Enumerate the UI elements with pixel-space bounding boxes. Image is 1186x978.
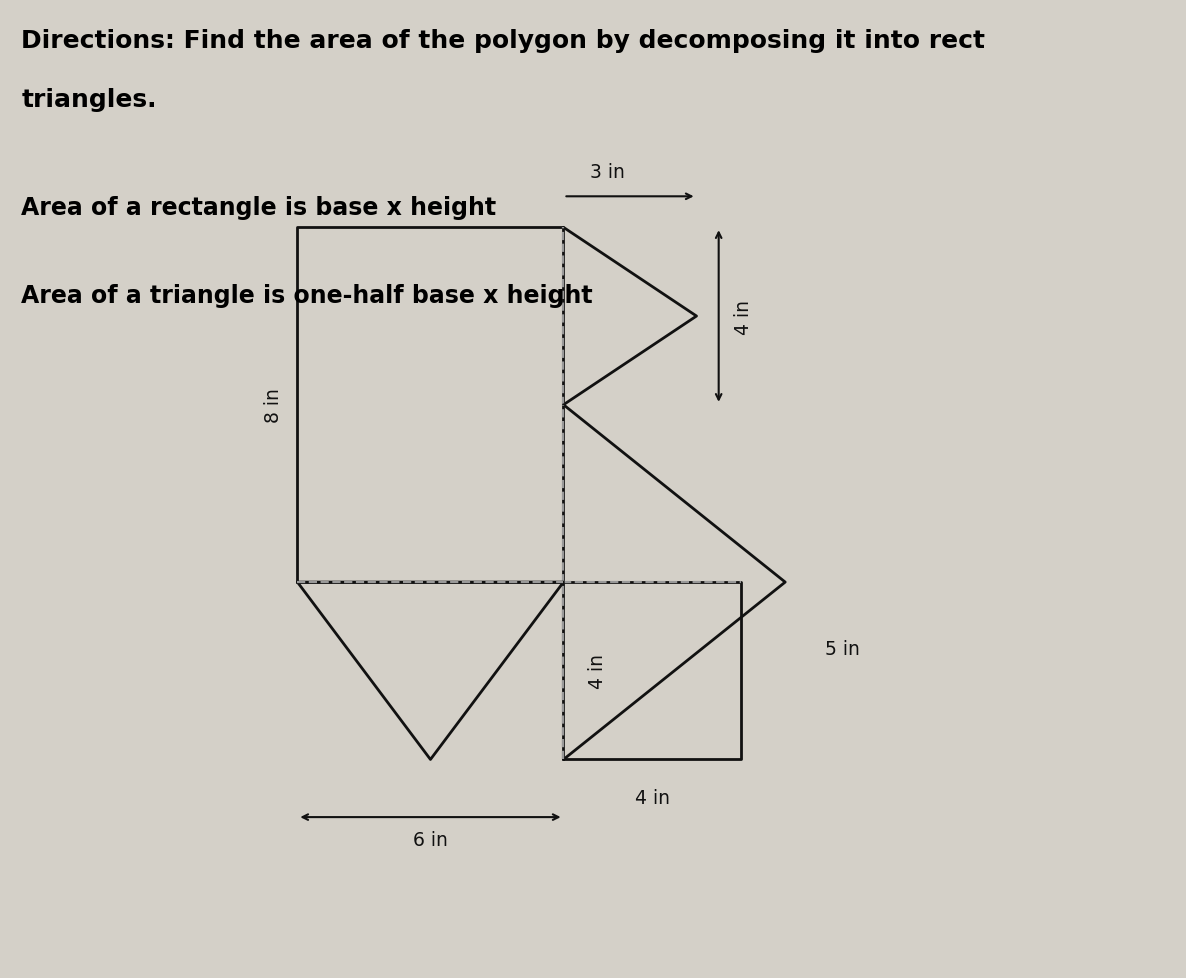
Text: 5 in: 5 in xyxy=(825,640,860,658)
Text: 4 in: 4 in xyxy=(635,788,670,807)
Text: 4 in: 4 in xyxy=(734,299,753,334)
Text: 3 in: 3 in xyxy=(591,163,625,182)
Text: 8 in: 8 in xyxy=(263,388,282,422)
Text: Directions: Find the area of the polygon by decomposing it into rect: Directions: Find the area of the polygon… xyxy=(21,29,986,54)
Text: Area of a rectangle is base x height: Area of a rectangle is base x height xyxy=(21,196,497,220)
Text: Area of a triangle is one-half base x height: Area of a triangle is one-half base x he… xyxy=(21,284,593,308)
Text: 4 in: 4 in xyxy=(588,653,607,689)
Text: 6 in: 6 in xyxy=(413,830,448,849)
Text: triangles.: triangles. xyxy=(21,88,157,112)
